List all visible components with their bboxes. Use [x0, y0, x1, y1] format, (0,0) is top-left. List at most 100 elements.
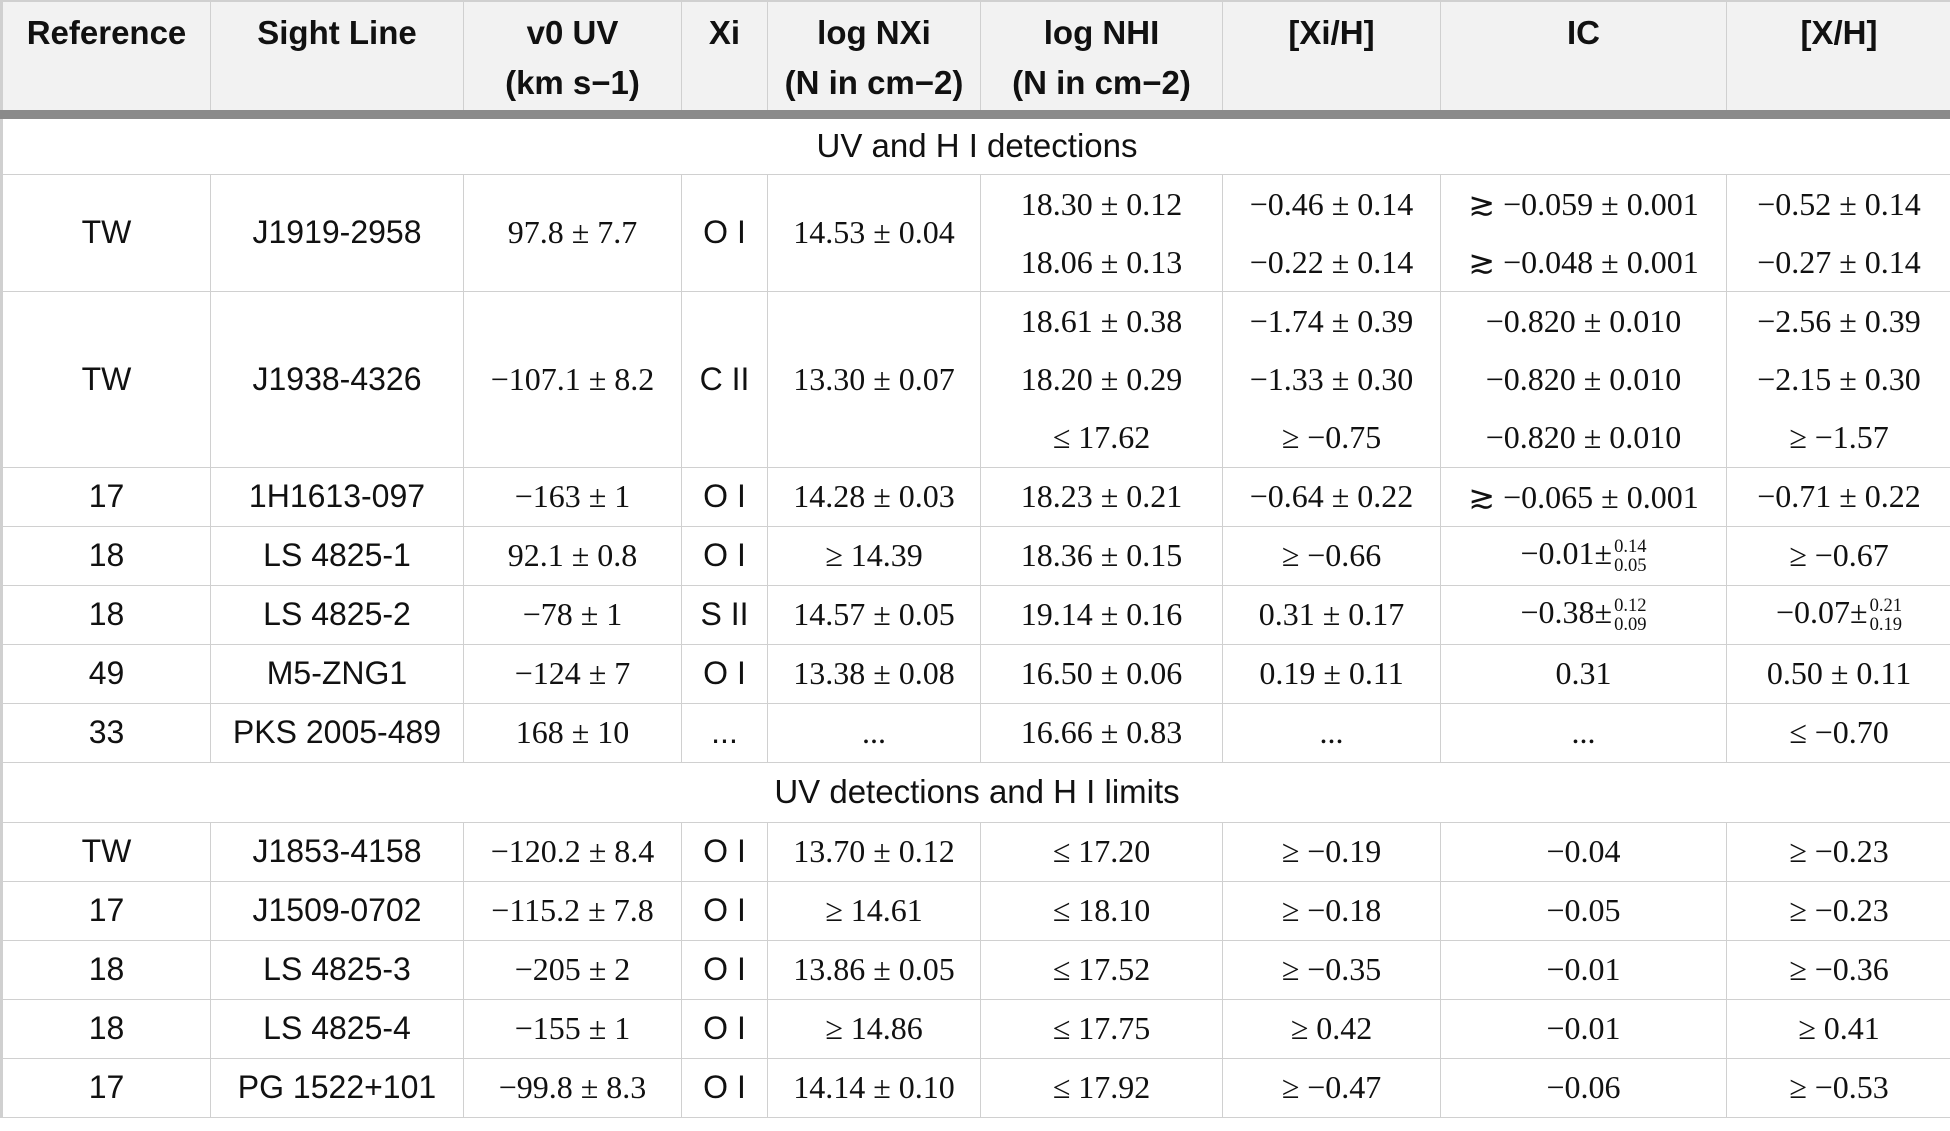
cell-log-nhi: 19.14 ± 0.16	[980, 585, 1223, 645]
cell-reference: 17	[0, 1058, 211, 1118]
cell-x-h: 0.50 ± 0.11	[1726, 644, 1950, 704]
cell-sight-line: J1509-0702	[210, 881, 464, 941]
cell-v0: −155 ± 1	[463, 999, 682, 1059]
cell-xi-h: −0.64 ± 0.22	[1222, 467, 1441, 527]
cell-log-nx: ≥ 14.61	[767, 881, 981, 941]
cell-v0: −124 ± 7	[463, 644, 682, 704]
cell-ion: O I	[681, 999, 768, 1059]
table-row: 18 LS 4825-1 92.1 ± 0.8 O I ≥ 14.39 18.3…	[0, 526, 1950, 586]
cell-sight-line: J1919-2958	[210, 174, 464, 292]
cell-ion: ...	[681, 703, 768, 763]
cell-ion: S II	[681, 585, 768, 645]
cell-reference: 18	[0, 999, 211, 1059]
cell-v0: −107.1 ± 8.2	[463, 291, 682, 468]
header-ion: Xi	[681, 0, 768, 119]
cell-ic-upper-error: 0.12	[1614, 595, 1647, 617]
cell-ion: O I	[681, 940, 768, 1000]
cell-ic-errors: 0.14 0.05	[1614, 538, 1646, 575]
cell-x-h: ≥ −0.23	[1726, 822, 1950, 882]
cell-v0: 97.8 ± 7.7	[463, 174, 682, 292]
cell-log-nx: ≥ 14.39	[767, 526, 981, 586]
cell-log-nx: 14.14 ± 0.10	[767, 1058, 981, 1118]
cell-x-h: −0.07± 0.21 0.19	[1726, 585, 1950, 645]
cell-xi-h-value: −1.33 ± 0.30	[1249, 361, 1414, 397]
cell-v0: −205 ± 2	[463, 940, 682, 1000]
cell-v0: −120.2 ± 8.4	[463, 822, 682, 882]
cell-sight-line: LS 4825-2	[210, 585, 464, 645]
cell-reference: 17	[0, 467, 211, 527]
cell-log-nhi: ≤ 17.75	[980, 999, 1223, 1059]
cell-log-nx: 13.30 ± 0.07	[767, 291, 981, 468]
table-row: 18 LS 4825-4 −155 ± 1 O I ≥ 14.86 ≤ 17.7…	[0, 999, 1950, 1059]
cell-ic: −0.01	[1440, 999, 1727, 1059]
cell-x-h-value: ≥ −1.57	[1789, 419, 1889, 455]
cell-log-nhi: 18.23 ± 0.21	[980, 467, 1223, 527]
header-log-nhi-unit: (N in cm−2)	[1012, 64, 1191, 101]
cell-x-h: ≤ −0.70	[1726, 703, 1950, 763]
cell-reference: TW	[0, 822, 211, 882]
cell-ion: O I	[681, 174, 768, 292]
cell-x-h-value: −0.52 ± 0.14	[1757, 185, 1921, 222]
table-row: 17 J1509-0702 −115.2 ± 7.8 O I ≥ 14.61 ≤…	[0, 881, 1950, 941]
cell-v0: −115.2 ± 7.8	[463, 881, 682, 941]
cell-x-h-lower-error: 0.19	[1869, 614, 1903, 636]
cell-log-nhi-value: ≤ 17.62	[1052, 419, 1151, 455]
cell-reference: 18	[0, 526, 211, 586]
cell-reference: TW	[0, 174, 211, 292]
cell-log-nhi: 18.30 ± 0.12 18.06 ± 0.13	[980, 174, 1223, 292]
cell-x-h-base: −0.07±	[1775, 594, 1868, 631]
cell-x-h: ≥ −0.67	[1726, 526, 1950, 586]
table-row: 18 LS 4825-2 −78 ± 1 S II 14.57 ± 0.05 1…	[0, 585, 1950, 645]
cell-ic: −0.01	[1440, 940, 1727, 1000]
cell-log-nx: 13.38 ± 0.08	[767, 644, 981, 704]
cell-ic-value: −0.820 ± 0.010	[1485, 419, 1682, 455]
header-reference: Reference	[0, 0, 211, 119]
cell-ic-value: −0.820 ± 0.010	[1485, 303, 1682, 339]
cell-ic: −0.820 ± 0.010 −0.820 ± 0.010 −0.820 ± 0…	[1440, 291, 1727, 468]
cell-ic-value: ≳ −0.048 ± 0.001	[1468, 243, 1699, 280]
header-x-h: [X/H]	[1726, 0, 1950, 119]
cell-sight-line: J1853-4158	[210, 822, 464, 882]
cell-ic-value: −0.820 ± 0.010	[1485, 361, 1682, 397]
cell-ic: ≳ −0.059 ± 0.001 ≳ −0.048 ± 0.001	[1440, 174, 1727, 292]
cell-ic: −0.38± 0.12 0.09	[1440, 585, 1727, 645]
section-row-uv-limits: UV detections and H I limits	[0, 762, 1950, 823]
cell-ic: −0.05	[1440, 881, 1727, 941]
cell-log-nhi: 18.61 ± 0.38 18.20 ± 0.29 ≤ 17.62	[980, 291, 1223, 468]
cell-reference: 18	[0, 940, 211, 1000]
cell-ion: O I	[681, 526, 768, 586]
cell-xi-h-value: −1.74 ± 0.39	[1249, 303, 1414, 339]
cell-ic-errors: 0.12 0.09	[1614, 597, 1646, 634]
cell-x-h-errors: 0.21 0.19	[1870, 597, 1902, 634]
header-sight-line: Sight Line	[210, 0, 464, 119]
cell-log-nhi: ≤ 17.20	[980, 822, 1223, 882]
cell-x-h-upper-error: 0.21	[1869, 595, 1903, 617]
table-row: 49 M5-ZNG1 −124 ± 7 O I 13.38 ± 0.08 16.…	[0, 644, 1950, 704]
cell-xi-h: ≥ 0.42	[1222, 999, 1441, 1059]
cell-sight-line: LS 4825-4	[210, 999, 464, 1059]
cell-sight-line: 1H1613-097	[210, 467, 464, 527]
cell-log-nhi-value: 18.30 ± 0.12	[1020, 185, 1183, 222]
cell-ic-lower-error: 0.09	[1614, 614, 1647, 636]
header-log-nhi-name: log NHI	[1043, 14, 1160, 51]
header-log-nx-unit: (N in cm−2)	[784, 64, 964, 101]
table-row: 17 1H1613-097 −163 ± 1 O I 14.28 ± 0.03 …	[0, 467, 1950, 527]
cell-ion: O I	[681, 1058, 768, 1118]
cell-v0: −78 ± 1	[463, 585, 682, 645]
cell-xi-h-value: −0.22 ± 0.14	[1249, 243, 1414, 280]
cell-x-h: ≥ −0.36	[1726, 940, 1950, 1000]
cell-log-nx: ...	[767, 703, 981, 763]
cell-sight-line: PG 1522+101	[210, 1058, 464, 1118]
cell-ion: C II	[681, 291, 768, 468]
cell-ic: 0.31	[1440, 644, 1727, 704]
table-row: TW J1938-4326 −107.1 ± 8.2 C II 13.30 ± …	[0, 291, 1950, 468]
cell-log-nx: 14.28 ± 0.03	[767, 467, 981, 527]
cell-log-nx: 14.53 ± 0.04	[767, 174, 981, 292]
cell-v0: 92.1 ± 0.8	[463, 526, 682, 586]
cell-ic: −0.01± 0.14 0.05	[1440, 526, 1727, 586]
header-ic: IC	[1440, 0, 1727, 119]
cell-xi-h: ≥ −0.35	[1222, 940, 1441, 1000]
cell-x-h: −0.52 ± 0.14 −0.27 ± 0.14	[1726, 174, 1950, 292]
cell-log-nhi-value: 18.20 ± 0.29	[1020, 361, 1183, 397]
section-title: UV and H I detections	[0, 114, 1950, 175]
